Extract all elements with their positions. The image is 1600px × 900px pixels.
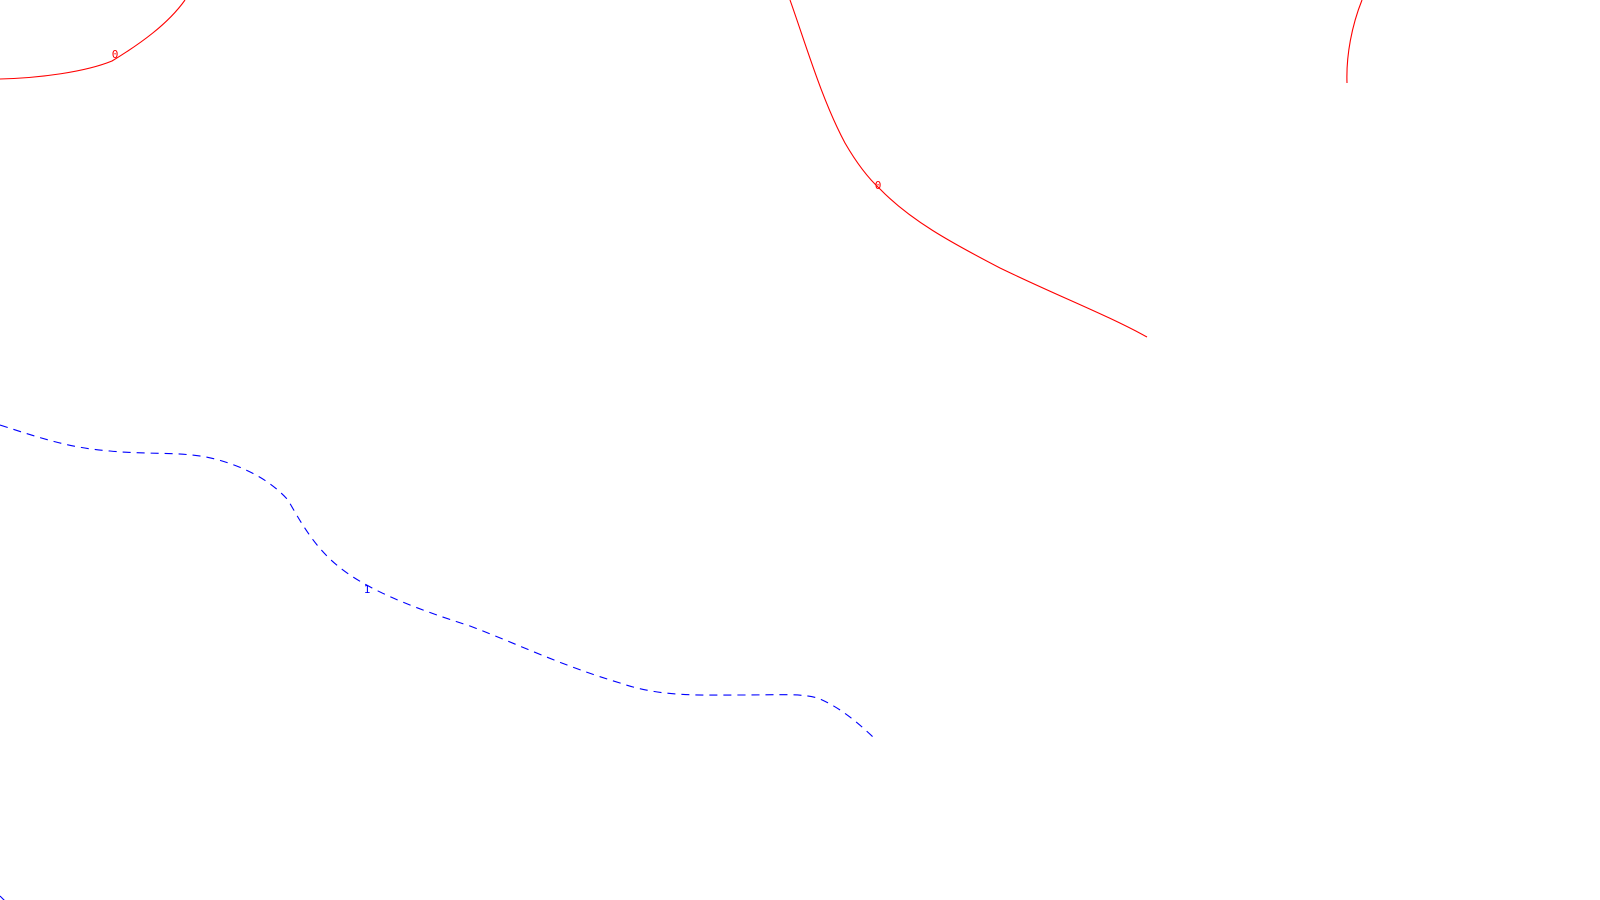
contour-label-level-1-main: 1 bbox=[364, 583, 371, 596]
contour-line-level-0-upper-right bbox=[1346, 0, 1363, 84]
contour-line-level-1-lower-left bbox=[0, 895, 5, 900]
contour-label-level-0-center: 0 bbox=[875, 179, 882, 192]
contour-label-level-0-upper-left: 0 bbox=[112, 48, 119, 61]
contour-line-level-0-center bbox=[789, 0, 1148, 338]
contour-line-level-0-upper-left bbox=[0, 0, 186, 80]
contour-line-level-1-main bbox=[0, 424, 874, 738]
